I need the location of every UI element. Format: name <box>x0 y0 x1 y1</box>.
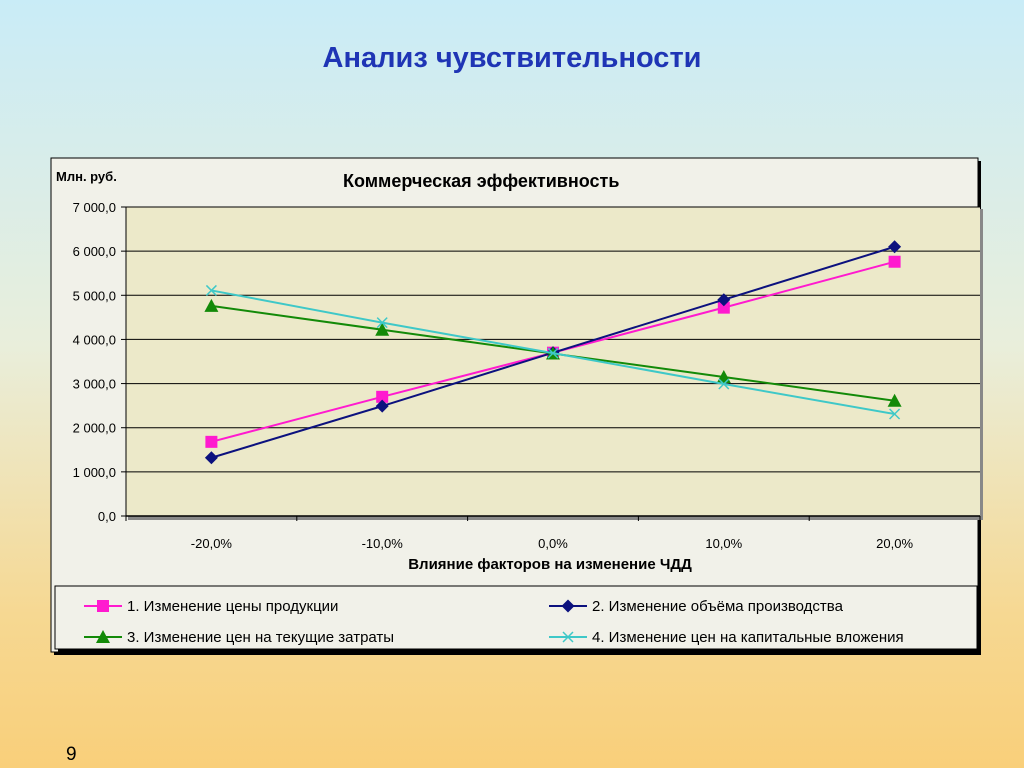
y-tick-label-4: 4 000,0 <box>73 332 116 347</box>
legend-box <box>54 585 978 650</box>
series-4-point-0 <box>205 284 217 296</box>
y-tick-labels: 0,0 1 000,0 2 000,0 3 000,0 4 000,0 5 000,0 6 … <box>73 200 116 524</box>
series-3-point-0 <box>204 298 219 312</box>
legend: 1. Изменение цены продукции 2. Изменение … <box>84 598 904 646</box>
y-tick-label-7: 7 000,0 <box>73 200 116 215</box>
series-4-point-4 <box>889 408 901 420</box>
series-4-point-2 <box>547 347 559 359</box>
series-4-point-3 <box>718 378 730 390</box>
series-3-point-4 <box>887 393 902 407</box>
legend-marker-1 <box>97 600 109 612</box>
series-1-point-1 <box>376 390 389 403</box>
slide-number: 9 <box>66 744 77 765</box>
legend-label-1: 1. Изменение цены продукции <box>127 598 338 615</box>
grid-lines <box>126 206 980 473</box>
x-tick-label-2: 0,0% <box>538 536 568 551</box>
y-tick-label-1: 1 000,0 <box>73 465 116 480</box>
series-2-point-3 <box>717 293 731 307</box>
y-tick-label-2: 2 000,0 <box>73 421 116 436</box>
legend-marker-3 <box>96 630 110 643</box>
legend-label-3: 3. Изменение цен на текущие затраты <box>127 629 394 646</box>
chart-title: Коммерческая эффективность <box>343 171 619 191</box>
series-3-point-1 <box>375 322 390 336</box>
legend-marker-4 <box>562 631 574 643</box>
y-tick-label-6: 6 000,0 <box>73 244 116 259</box>
plot-area <box>126 207 980 516</box>
x-tick-label-1: -10,0% <box>362 536 404 551</box>
x-tick-label-4: 20,0% <box>876 536 913 551</box>
x-axis-label: Влияние факторов на изменение ЧДД <box>408 556 692 573</box>
legend-label-4: 4. Изменение цен на капитальные вложения <box>592 629 904 646</box>
y-tick-label-0: 0,0 <box>98 509 116 524</box>
axes <box>121 206 981 521</box>
legend-marker-2 <box>561 599 575 613</box>
x-tick-label-3: 10,0% <box>705 536 742 551</box>
series-2-point-4 <box>888 240 902 254</box>
slide-title: Анализ чувствительности <box>322 42 702 74</box>
series-1-point-3 <box>717 301 730 314</box>
x-tick-label-0: -20,0% <box>191 536 233 551</box>
y-axis-label: Млн. руб. <box>56 169 117 184</box>
x-tick-labels: -20,0% -10,0% 0,0% 10,0% 20,0% <box>191 536 914 551</box>
series-1-point-4 <box>888 255 901 268</box>
series-group <box>204 240 902 465</box>
y-tick-label-3: 3 000,0 <box>73 377 116 392</box>
y-tick-label-5: 5 000,0 <box>73 288 116 303</box>
series-2-point-1 <box>375 399 389 413</box>
series-2-point-0 <box>204 451 218 465</box>
legend-label-2: 2. Изменение объёма производства <box>592 598 844 615</box>
series-4-point-1 <box>376 317 388 329</box>
series-1-point-0 <box>205 435 218 448</box>
